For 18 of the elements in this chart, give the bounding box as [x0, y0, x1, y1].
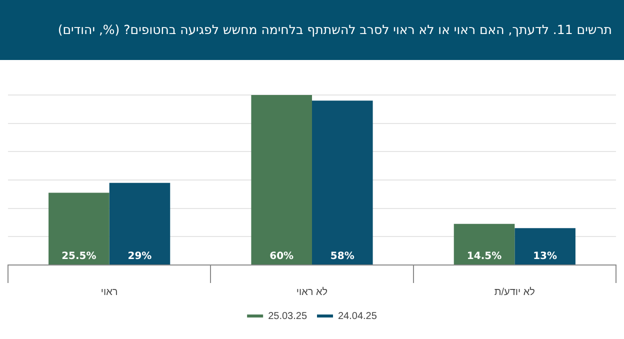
bar	[109, 182, 170, 264]
bar	[454, 224, 515, 264]
data-label: 60%	[270, 251, 294, 262]
data-label: 13%	[533, 251, 558, 262]
x-tick-label: ראוי	[100, 286, 118, 298]
bar	[514, 228, 576, 264]
data-label: 14.5%	[466, 251, 502, 262]
bar	[251, 95, 312, 264]
bar	[312, 100, 373, 264]
bar	[48, 192, 110, 264]
x-tick-label: לא ראוי	[296, 286, 328, 298]
data-label: 29%	[128, 251, 152, 262]
legend-label: 24.04.25	[338, 310, 378, 322]
x-tick-label: לא יודע/ת	[494, 286, 535, 298]
data-label: 25.5%	[62, 251, 96, 262]
data-label: 58%	[330, 251, 354, 262]
chart-title: תרשים 11. לדעתך, האם ראוי או לא ראוי לסרב להשתתף בלחימה מחשש לפגיעה בחטופים? (%, יהודים)	[0, 0, 624, 60]
legend-label: 25.03.25	[268, 310, 308, 322]
